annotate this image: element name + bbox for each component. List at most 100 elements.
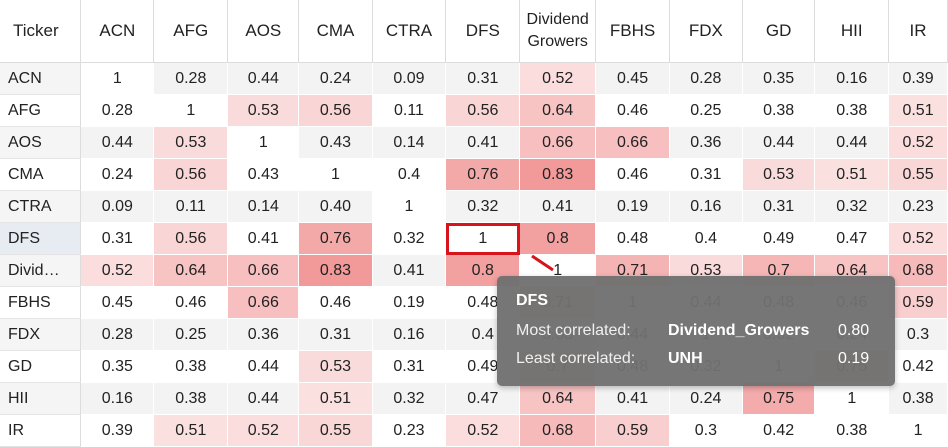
heatmap-cell[interactable]: 0.53: [227, 94, 300, 127]
row-header[interactable]: FBHS: [0, 286, 82, 319]
heatmap-cell[interactable]: 0.49: [742, 222, 816, 255]
heatmap-cell[interactable]: 0.16: [372, 318, 447, 351]
heatmap-cell[interactable]: 0.40: [298, 190, 373, 223]
heatmap-cell[interactable]: 0.36: [669, 126, 743, 159]
heatmap-cell[interactable]: 0.32: [814, 190, 890, 223]
heatmap-cell[interactable]: 0.28: [669, 62, 743, 95]
heatmap-cell[interactable]: 0.38: [814, 414, 890, 447]
heatmap-cell[interactable]: 0.11: [153, 190, 229, 223]
heatmap-cell[interactable]: 0.31: [445, 62, 521, 95]
row-header[interactable]: HII: [0, 382, 82, 415]
heatmap-cell[interactable]: 0.31: [669, 158, 743, 191]
heatmap-cell[interactable]: 1: [153, 94, 229, 127]
heatmap-cell[interactable]: 0.52: [888, 222, 948, 255]
heatmap-cell[interactable]: 0.38: [888, 382, 948, 415]
heatmap-cell[interactable]: 0.47: [814, 222, 890, 255]
heatmap-cell[interactable]: 0.76: [298, 222, 373, 255]
heatmap-cell[interactable]: 0.28: [153, 62, 229, 95]
column-header[interactable]: DFS: [445, 0, 521, 63]
heatmap-cell[interactable]: 0.46: [298, 286, 373, 319]
row-header[interactable]: FDX: [0, 318, 82, 351]
heatmap-cell[interactable]: 0.46: [595, 94, 670, 127]
column-header[interactable]: Dividend Growers: [519, 0, 597, 63]
heatmap-cell[interactable]: 0.55: [298, 414, 373, 447]
heatmap-cell[interactable]: 0.35: [742, 62, 816, 95]
row-header[interactable]: AFG: [0, 94, 82, 127]
heatmap-cell[interactable]: 0.31: [742, 190, 816, 223]
heatmap-cell[interactable]: 0.52: [888, 126, 948, 159]
heatmap-cell[interactable]: 0.53: [153, 126, 229, 159]
heatmap-cell[interactable]: 0.45: [80, 286, 155, 319]
heatmap-cell[interactable]: 0.23: [888, 190, 948, 223]
heatmap-cell[interactable]: 0.39: [80, 414, 155, 447]
heatmap-cell[interactable]: 1: [372, 190, 447, 223]
heatmap-cell[interactable]: 0.28: [80, 318, 155, 351]
column-header[interactable]: FBHS: [595, 0, 670, 63]
heatmap-cell[interactable]: 1: [298, 158, 373, 191]
heatmap-cell[interactable]: 0.44: [814, 126, 890, 159]
column-header[interactable]: AFG: [153, 0, 229, 63]
heatmap-cell[interactable]: 0.19: [372, 286, 447, 319]
heatmap-cell[interactable]: 0.25: [153, 318, 229, 351]
heatmap-cell[interactable]: 0.51: [298, 382, 373, 415]
heatmap-cell[interactable]: 0.51: [153, 414, 229, 447]
column-header[interactable]: GD: [742, 0, 816, 63]
heatmap-cell[interactable]: 0.51: [888, 94, 948, 127]
row-header[interactable]: IR: [0, 414, 82, 447]
heatmap-cell[interactable]: 0.68: [519, 414, 597, 447]
heatmap-cell[interactable]: 0.42: [742, 414, 816, 447]
column-header[interactable]: HII: [814, 0, 890, 63]
heatmap-cell[interactable]: 0.32: [445, 190, 521, 223]
heatmap-cell[interactable]: 0.8: [519, 222, 597, 255]
heatmap-cell[interactable]: 0.11: [372, 94, 447, 127]
heatmap-cell[interactable]: 0.46: [153, 286, 229, 319]
heatmap-cell[interactable]: 0.66: [519, 126, 597, 159]
heatmap-cell[interactable]: 0.44: [80, 126, 155, 159]
heatmap-cell[interactable]: 1: [445, 222, 521, 255]
heatmap-cell[interactable]: 0.45: [595, 62, 670, 95]
heatmap-cell[interactable]: 0.14: [227, 190, 300, 223]
heatmap-cell[interactable]: 0.16: [814, 62, 890, 95]
heatmap-cell[interactable]: 0.55: [888, 158, 948, 191]
row-header[interactable]: Divid…: [0, 254, 82, 287]
row-header[interactable]: ACN: [0, 62, 82, 95]
heatmap-cell[interactable]: 0.52: [519, 62, 597, 95]
row-header[interactable]: CMA: [0, 158, 82, 191]
column-header[interactable]: CTRA: [372, 0, 447, 63]
heatmap-cell[interactable]: 0.41: [445, 126, 521, 159]
column-header[interactable]: CMA: [298, 0, 373, 63]
row-header[interactable]: DFS: [0, 222, 82, 255]
heatmap-cell[interactable]: 0.36: [227, 318, 300, 351]
heatmap-cell[interactable]: 1: [814, 382, 890, 415]
heatmap-cell[interactable]: 0.32: [372, 222, 447, 255]
heatmap-cell[interactable]: 0.53: [298, 350, 373, 383]
heatmap-cell[interactable]: 0.56: [153, 158, 229, 191]
heatmap-cell[interactable]: 0.4: [372, 158, 447, 191]
row-header[interactable]: AOS: [0, 126, 82, 159]
column-header[interactable]: IR: [888, 0, 948, 63]
heatmap-cell[interactable]: 0.31: [80, 222, 155, 255]
column-header[interactable]: AOS: [227, 0, 300, 63]
heatmap-cell[interactable]: 0.83: [298, 254, 373, 287]
heatmap-cell[interactable]: 0.3: [669, 414, 743, 447]
heatmap-cell[interactable]: 1: [227, 126, 300, 159]
heatmap-cell[interactable]: 0.16: [80, 382, 155, 415]
heatmap-cell[interactable]: 0.38: [153, 382, 229, 415]
heatmap-cell[interactable]: 0.19: [595, 190, 670, 223]
heatmap-cell[interactable]: 0.35: [80, 350, 155, 383]
heatmap-cell[interactable]: 0.39: [888, 62, 948, 95]
heatmap-cell[interactable]: 0.09: [80, 190, 155, 223]
heatmap-cell[interactable]: 0.44: [227, 62, 300, 95]
heatmap-cell[interactable]: 0.14: [372, 126, 447, 159]
column-header[interactable]: FDX: [669, 0, 743, 63]
heatmap-cell[interactable]: 0.83: [519, 158, 597, 191]
heatmap-cell[interactable]: 0.66: [595, 126, 670, 159]
heatmap-cell[interactable]: 0.25: [669, 94, 743, 127]
heatmap-cell[interactable]: 0.66: [227, 286, 300, 319]
heatmap-cell[interactable]: 0.52: [227, 414, 300, 447]
heatmap-cell[interactable]: 0.16: [669, 190, 743, 223]
heatmap-cell[interactable]: 1: [888, 414, 948, 447]
heatmap-cell[interactable]: 0.64: [519, 94, 597, 127]
heatmap-cell[interactable]: 0.38: [153, 350, 229, 383]
heatmap-cell[interactable]: 0.59: [888, 286, 948, 319]
